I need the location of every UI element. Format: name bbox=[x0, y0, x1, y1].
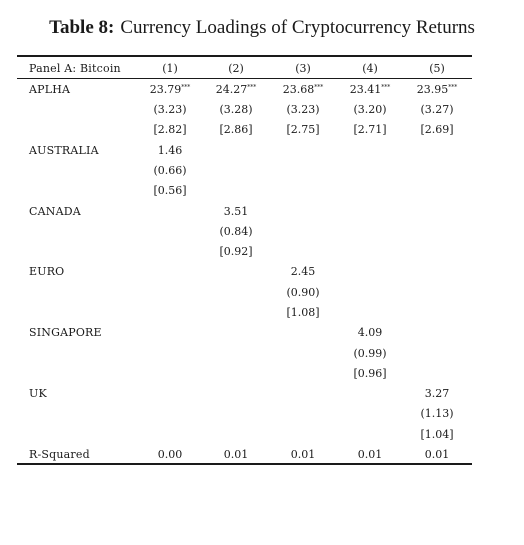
alpha-tstat-alt-5: [2.69] bbox=[420, 123, 454, 136]
row-label-rsquared: R-Squared bbox=[29, 448, 90, 461]
alpha-tstat-alt-1: [2.82] bbox=[153, 123, 187, 136]
row-label-euro: EURO bbox=[29, 265, 65, 278]
row-label-uk: UK bbox=[29, 387, 47, 400]
row-label-australia: AUSTRALIA bbox=[29, 144, 99, 157]
rsquared-4: 0.01 bbox=[357, 448, 383, 461]
panel-label: Panel A: Bitcoin bbox=[29, 62, 121, 75]
alpha-tstat-5: (3.27) bbox=[420, 103, 454, 116]
column-header-2: (2) bbox=[228, 62, 244, 75]
row-label-alpha: APLHA bbox=[29, 83, 71, 96]
rsquared-2: 0.01 bbox=[223, 448, 249, 461]
euro-tstat-alt: [1.08] bbox=[286, 306, 320, 319]
alpha-coef-1: 23.79*** bbox=[149, 83, 191, 96]
australia-coef: 1.46 bbox=[157, 144, 183, 157]
uk-coef: 3.27 bbox=[424, 387, 450, 400]
canada-tstat: (0.84) bbox=[219, 225, 253, 238]
header-rule bbox=[17, 78, 472, 79]
column-header-5: (5) bbox=[429, 62, 445, 75]
alpha-coef-2: 24.27*** bbox=[215, 83, 257, 96]
table-caption: Table 8: Currency Loadings of Cryptocurre… bbox=[0, 17, 524, 39]
singapore-tstat: (0.99) bbox=[353, 347, 387, 360]
alpha-tstat-2: (3.28) bbox=[219, 103, 253, 116]
alpha-tstat-alt-2: [2.86] bbox=[219, 123, 253, 136]
column-header-1: (1) bbox=[162, 62, 178, 75]
top-rule bbox=[17, 55, 472, 57]
bottom-rule bbox=[17, 463, 472, 465]
canada-tstat-alt: [0.92] bbox=[219, 245, 253, 258]
uk-tstat-alt: [1.04] bbox=[420, 428, 454, 441]
rsquared-1: 0.00 bbox=[157, 448, 183, 461]
singapore-tstat-alt: [0.96] bbox=[353, 367, 387, 380]
alpha-tstat-1: (3.23) bbox=[153, 103, 187, 116]
column-header-3: (3) bbox=[295, 62, 311, 75]
uk-tstat: (1.13) bbox=[420, 407, 454, 420]
alpha-tstat-alt-4: [2.71] bbox=[353, 123, 387, 136]
alpha-coef-3: 23.68*** bbox=[282, 83, 324, 96]
rsquared-3: 0.01 bbox=[290, 448, 316, 461]
alpha-tstat-4: (3.20) bbox=[353, 103, 387, 116]
alpha-coef-4: 23.41*** bbox=[349, 83, 391, 96]
column-header-4: (4) bbox=[362, 62, 378, 75]
alpha-tstat-3: (3.23) bbox=[286, 103, 320, 116]
euro-coef: 2.45 bbox=[290, 265, 316, 278]
australia-tstat-alt: [0.56] bbox=[153, 184, 187, 197]
alpha-coef-5: 23.95*** bbox=[416, 83, 458, 96]
row-label-canada: CANADA bbox=[29, 205, 81, 218]
euro-tstat: (0.90) bbox=[286, 286, 320, 299]
rsquared-5: 0.01 bbox=[424, 448, 450, 461]
alpha-tstat-alt-3: [2.75] bbox=[286, 123, 320, 136]
canada-coef: 3.51 bbox=[223, 205, 249, 218]
row-label-singapore: SINGAPORE bbox=[29, 326, 102, 339]
singapore-coef: 4.09 bbox=[357, 326, 383, 339]
table-number: Table 8: bbox=[49, 17, 115, 38]
australia-tstat: (0.66) bbox=[153, 164, 187, 177]
table-title: Currency Loadings of Cryptocurrency Retu… bbox=[120, 17, 475, 38]
